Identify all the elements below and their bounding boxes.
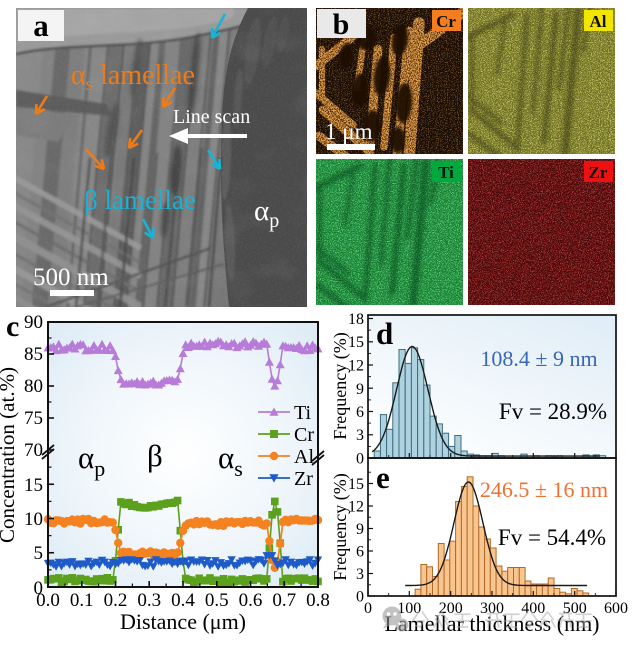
svg-text:Frequency (%): Frequency (%): [330, 473, 351, 580]
svg-text:b: b: [333, 8, 350, 41]
svg-text:Cr: Cr: [436, 12, 456, 31]
svg-text:Ti: Ti: [294, 402, 312, 424]
svg-text:0: 0: [34, 578, 44, 599]
svg-text:0.8: 0.8: [306, 590, 330, 611]
svg-text:Cr: Cr: [294, 424, 314, 446]
svg-text:85: 85: [24, 344, 43, 365]
svg-text:0.2: 0.2: [104, 590, 128, 611]
svg-text:0.3: 0.3: [137, 590, 161, 611]
svg-text:a: a: [33, 8, 49, 43]
svg-text:Distance (μm): Distance (μm): [120, 609, 246, 634]
svg-text:Fv = 28.9%: Fv = 28.9%: [499, 399, 607, 424]
svg-text:75: 75: [24, 408, 43, 429]
svg-text:100: 100: [397, 600, 421, 617]
svg-text:3: 3: [356, 427, 364, 444]
svg-text:0.4: 0.4: [171, 590, 195, 611]
svg-text:0.6: 0.6: [239, 590, 263, 611]
svg-text:90: 90: [24, 312, 43, 333]
svg-text:Al: Al: [294, 446, 314, 468]
svg-text:6: 6: [356, 544, 364, 561]
svg-text:5: 5: [34, 543, 44, 564]
svg-text:108.4 ± 9 nm: 108.4 ± 9 nm: [480, 346, 597, 371]
svg-text:c: c: [6, 310, 19, 343]
svg-text:Fv = 54.4%: Fv = 54.4%: [498, 525, 606, 550]
svg-text:9: 9: [356, 521, 364, 538]
svg-text:Ti: Ti: [438, 163, 454, 182]
svg-text:Al: Al: [590, 12, 607, 31]
svg-text:15: 15: [24, 475, 43, 496]
svg-text:500 nm: 500 nm: [33, 264, 109, 291]
svg-text:Frequency (%): Frequency (%): [330, 332, 351, 439]
svg-text:1 μm: 1 μm: [325, 119, 373, 144]
svg-text:80: 80: [24, 376, 43, 397]
svg-text:β: β: [147, 438, 163, 473]
svg-text:Line scan: Line scan: [173, 106, 250, 128]
svg-text:0: 0: [356, 451, 364, 468]
svg-text:9: 9: [356, 381, 364, 398]
svg-text:70: 70: [24, 440, 43, 461]
svg-text:200: 200: [439, 600, 463, 617]
svg-text:0: 0: [364, 600, 372, 617]
svg-text:0.1: 0.1: [70, 590, 94, 611]
svg-text:0.0: 0.0: [36, 590, 60, 611]
svg-text:12: 12: [348, 499, 364, 516]
svg-text:600: 600: [604, 600, 628, 617]
svg-text:15: 15: [348, 476, 364, 493]
svg-text:3: 3: [356, 566, 364, 583]
svg-text:e: e: [376, 460, 390, 495]
svg-text:β lamellae: β lamellae: [84, 185, 196, 215]
svg-text:Zr: Zr: [589, 163, 608, 182]
svg-text:0.7: 0.7: [272, 590, 296, 611]
svg-text:d: d: [376, 316, 393, 351]
svg-text:0.5: 0.5: [205, 590, 229, 611]
svg-text:12: 12: [348, 358, 364, 375]
svg-text:Lamellar thickness (nm): Lamellar thickness (nm): [384, 611, 599, 636]
svg-text:18: 18: [348, 311, 364, 328]
svg-text:246.5 ± 16 nm: 246.5 ± 16 nm: [480, 477, 608, 502]
svg-text:Zr: Zr: [294, 468, 313, 490]
svg-text:6: 6: [356, 404, 364, 421]
svg-text:15: 15: [348, 334, 364, 351]
svg-text:Concentration (at.%): Concentration (at.%): [0, 367, 19, 543]
svg-text:0: 0: [356, 589, 364, 606]
svg-text:10: 10: [24, 509, 43, 530]
